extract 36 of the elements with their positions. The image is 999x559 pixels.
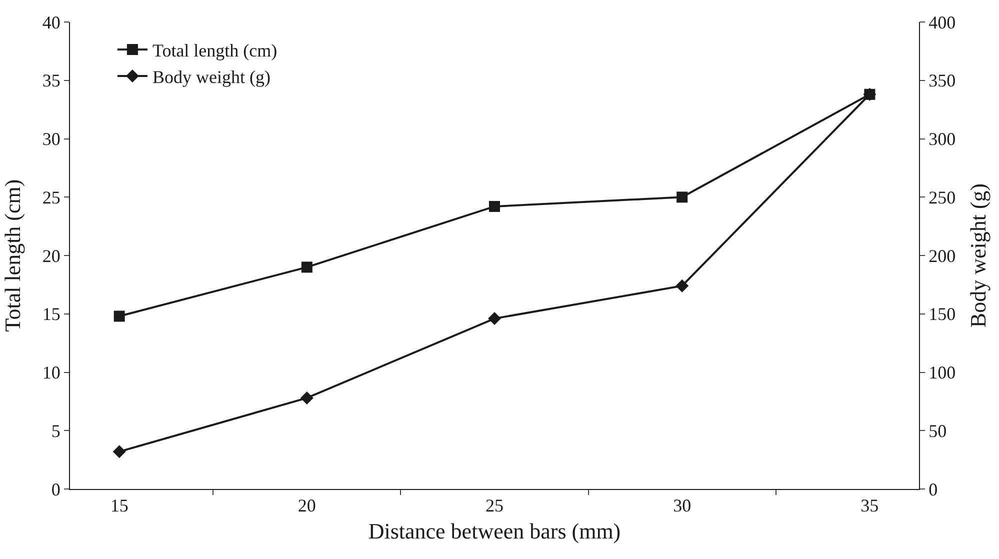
y-tick-label: 30 bbox=[42, 129, 60, 150]
x-tick-label: 15 bbox=[110, 496, 128, 516]
y-tick-label: 25 bbox=[42, 187, 60, 208]
point bbox=[301, 262, 312, 273]
y-tick-label: 15 bbox=[42, 304, 60, 324]
point bbox=[488, 312, 501, 326]
legend-label: Total length (cm) bbox=[152, 40, 278, 61]
y-axis-title: Total length (cm) bbox=[0, 179, 26, 332]
x-axis-title: Distance between bars (mm) bbox=[368, 518, 621, 544]
legend-label: Body weight (g) bbox=[152, 66, 270, 87]
y2-tick-label: 200 bbox=[928, 246, 956, 266]
y-tick-label: 10 bbox=[42, 362, 60, 383]
y2-tick-label: 300 bbox=[928, 129, 956, 150]
y-tick-label: 40 bbox=[42, 12, 60, 32]
y2-axis-title: Body weight (g) bbox=[966, 183, 990, 328]
y2-tick-label: 250 bbox=[928, 187, 956, 208]
x-tick-label: 30 bbox=[673, 496, 692, 516]
y2-tick-label: 350 bbox=[928, 70, 956, 91]
x-tick-label: 35 bbox=[860, 496, 879, 516]
y2-tick-label: 100 bbox=[928, 362, 956, 383]
x-tick-label: 25 bbox=[486, 496, 504, 516]
point bbox=[676, 192, 688, 203]
y2-tick-label: 0 bbox=[928, 479, 938, 500]
point bbox=[300, 391, 314, 404]
y-tick-label: 35 bbox=[42, 70, 60, 91]
y2-tick-label: 400 bbox=[928, 12, 956, 32]
y2-tick-label: 150 bbox=[928, 304, 956, 324]
x-tick-label: 20 bbox=[298, 496, 316, 516]
point bbox=[489, 200, 500, 212]
point bbox=[676, 279, 689, 292]
y-tick-label: 5 bbox=[51, 420, 60, 441]
y-tick-label: 20 bbox=[42, 246, 60, 266]
y-tick-label: 0 bbox=[51, 479, 60, 500]
point bbox=[114, 310, 125, 322]
y2-tick-label: 50 bbox=[928, 420, 947, 441]
point bbox=[112, 445, 126, 458]
